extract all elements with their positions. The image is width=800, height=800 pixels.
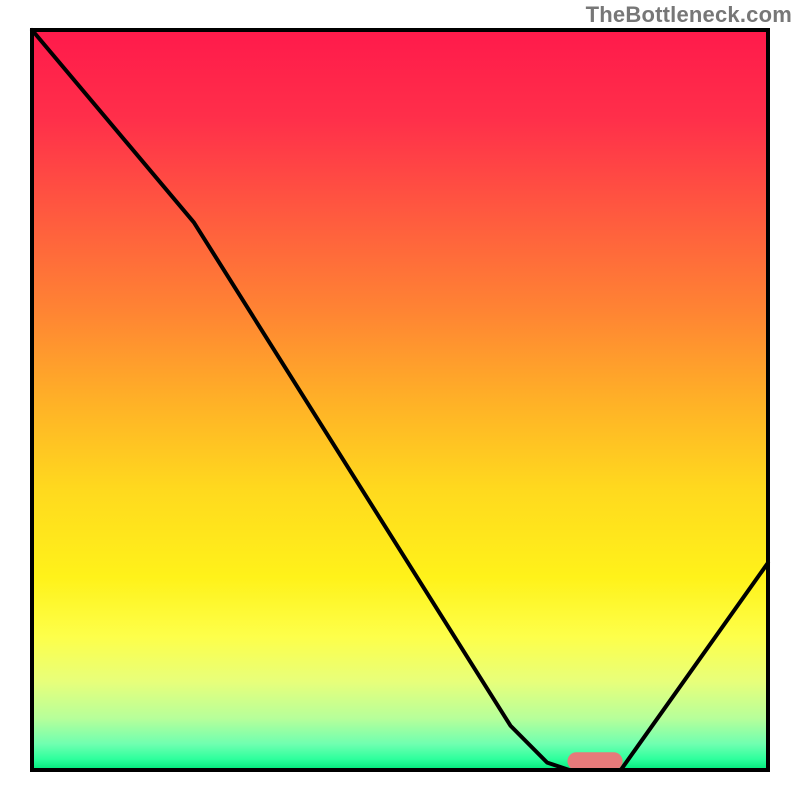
gradient-background <box>32 30 768 770</box>
bottleneck-chart <box>0 0 800 800</box>
chart-container: TheBottleneck.com <box>0 0 800 800</box>
trough-marker <box>567 752 622 770</box>
plot-area <box>32 30 768 770</box>
